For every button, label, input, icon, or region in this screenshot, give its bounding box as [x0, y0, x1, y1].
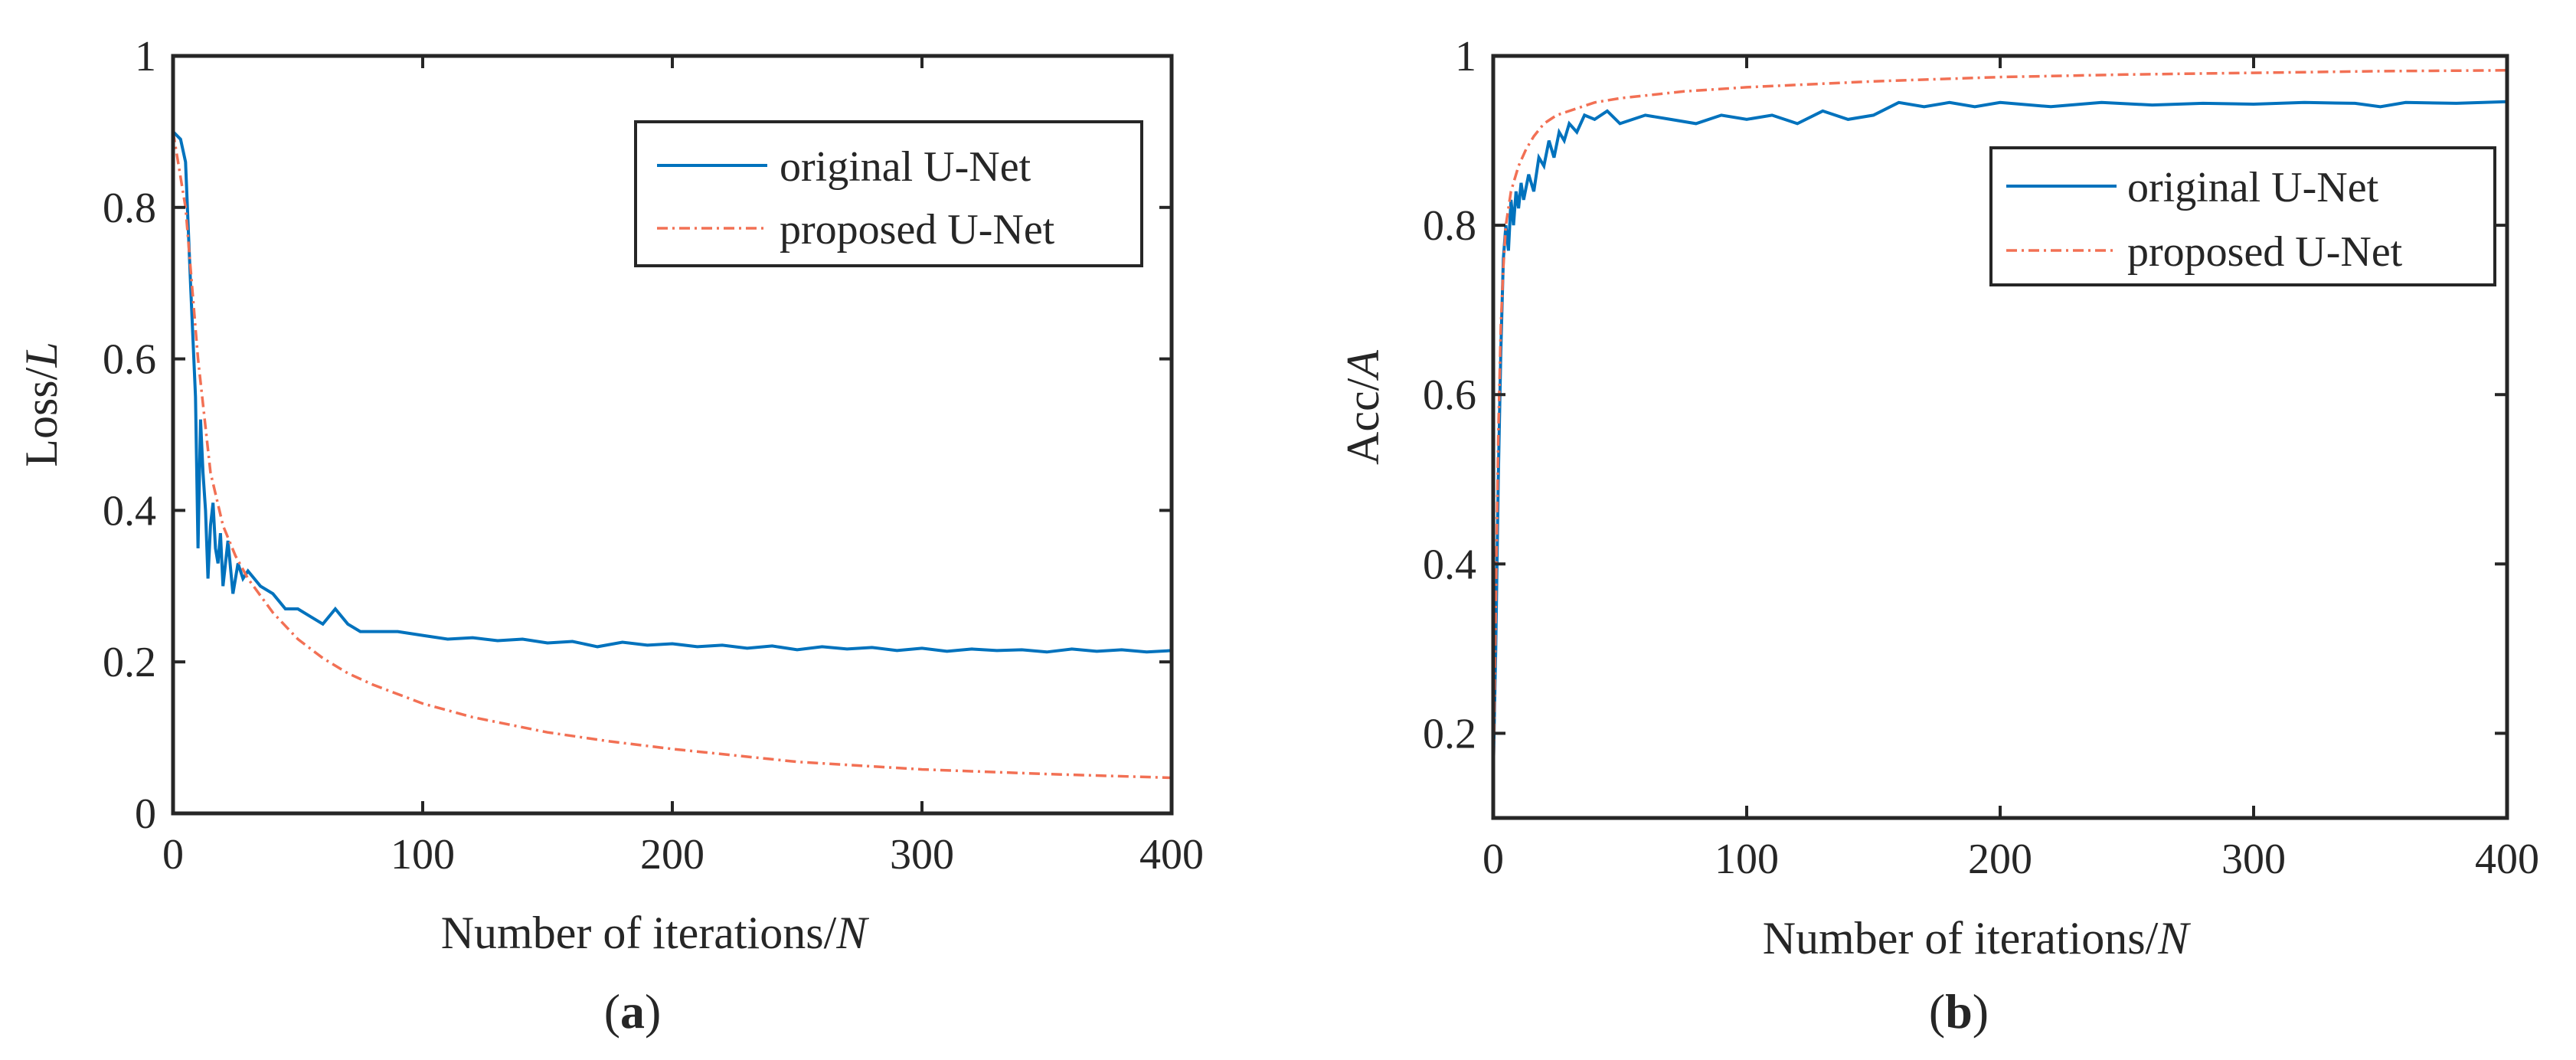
panel-a-y-tick-label: 0.4	[103, 487, 156, 535]
panel-a-y-ticks: 0 0.2 0.4 0.6 0.8 1	[103, 33, 1172, 838]
panel-b-legend: original U-Net proposed U-Net	[1989, 146, 2496, 286]
panel-a-legend-label-original: original U-Net	[780, 143, 1031, 191]
panel-b-x-tick-label: 0	[1483, 836, 1504, 883]
panel-a-series-layer	[172, 130, 1172, 780]
panel-b-y-tick-label: 0.8	[1423, 202, 1476, 250]
panel-b-y-tick-label: 0.4	[1423, 541, 1476, 588]
panel-b-caption: (b)	[1929, 984, 1989, 1039]
panel-a-y-tick-label: 0	[135, 790, 156, 838]
panel-a-x-tick-label: 300	[890, 831, 954, 878]
panel-b-legend-label-original: original U-Net	[2127, 164, 2379, 211]
panel-b-accuracy-chart: 0 100 200 300 400 0.2 0.4 0.6 0.8 1 Number of it…	[1338, 33, 2539, 1039]
panel-b-legend-box	[1989, 146, 2496, 286]
panel-a-original-unet-line	[172, 130, 1172, 654]
panel-a-loss-chart: 0 100 200 300 400 0 0.2 0.4 0.6 0.8 1 Number of i…	[16, 33, 1204, 1039]
panel-a-y-tick-label: 1	[135, 33, 156, 80]
panel-b-y-tick-label: 0.2	[1423, 710, 1476, 757]
panel-a-legend: original U-Net proposed U-Net	[634, 120, 1143, 267]
panel-b-x-ticks: 0 100 200 300 400	[1483, 56, 2539, 883]
panel-b-y-tick-label: 1	[1455, 33, 1476, 80]
panel-b-x-tick-label: 400	[2475, 836, 2539, 883]
panel-a-y-tick-label: 0.2	[103, 639, 156, 686]
panel-a-y-tick-label: 0.6	[103, 336, 156, 384]
panel-b-original-unet-line	[1492, 100, 2508, 776]
panel-b-legend-label-proposed: proposed U-Net	[2127, 228, 2403, 276]
panel-a-legend-box	[634, 120, 1143, 267]
panel-b-x-tick-label: 100	[1715, 836, 1779, 883]
panel-b-y-tick-label: 0.6	[1423, 371, 1476, 419]
panel-a-y-tick-label: 0.8	[103, 185, 156, 232]
panel-a-x-tick-label: 0	[162, 831, 184, 878]
panel-a-x-axis-label: Number of iterations/N	[441, 908, 870, 958]
panel-a-x-ticks: 0 100 200 300 400	[162, 56, 1204, 878]
panel-a-x-tick-label: 200	[640, 831, 704, 878]
panel-b-series-layer	[1492, 69, 2508, 801]
panel-a-x-tick-label: 100	[391, 831, 455, 878]
panel-a-proposed-unet-line	[172, 131, 1172, 780]
panel-a-y-axis-label: Loss/L	[16, 342, 67, 466]
panel-b-x-axis-label: Number of iterations/N	[1763, 913, 2192, 963]
panel-b-y-ticks: 0.2 0.4 0.6 0.8 1	[1423, 33, 2507, 757]
panel-b-y-axis-label: Acc/A	[1338, 350, 1388, 465]
panel-a-legend-label-proposed: proposed U-Net	[780, 206, 1055, 254]
panel-a-caption: (a)	[604, 984, 662, 1039]
panel-b-x-tick-label: 200	[1968, 836, 2032, 883]
panel-b-proposed-unet-line	[1492, 69, 2508, 801]
panel-b-x-tick-label: 300	[2221, 836, 2286, 883]
panel-a-x-tick-label: 400	[1139, 831, 1204, 878]
